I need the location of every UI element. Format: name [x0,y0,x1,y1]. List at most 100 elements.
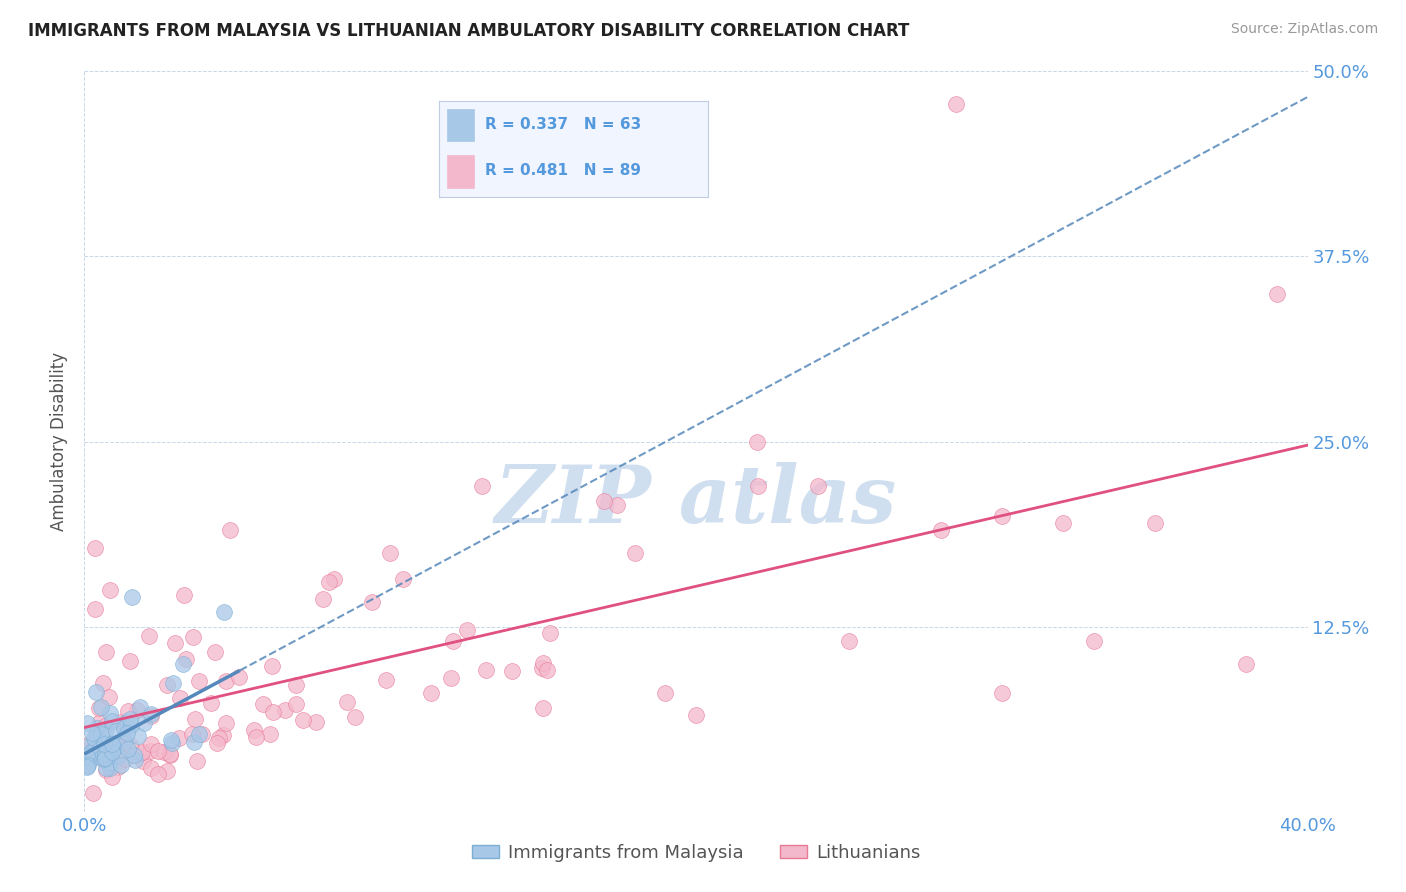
Point [929,524,952,538]
Point [76,750,98,764]
Point [471,479,494,493]
Point [76,738,98,752]
Point [121,590,143,604]
Point [129,747,152,761]
Point [502,664,524,678]
Point [159,747,181,762]
Text: ZIP atlas: ZIP atlas [495,462,897,540]
Point [124,753,146,767]
Point [117,742,139,756]
Point [152,745,174,759]
Point [94,750,117,764]
Point [392,572,415,586]
Point [183,735,205,749]
Point [89,701,111,715]
Point [120,718,142,732]
Point [82,743,104,757]
Point [191,726,214,740]
Point [187,726,209,740]
Point [262,705,284,719]
Point [94,763,117,777]
Point [101,736,124,750]
Point [991,508,1014,523]
Text: IMMIGRANTS FROM MALAYSIA VS LITHUANIAN AMBULATORY DISABILITY CORRELATION CHART: IMMIGRANTS FROM MALAYSIA VS LITHUANIAN A… [28,22,910,40]
Point [122,747,145,762]
Point [76,760,98,774]
Point [100,714,122,728]
Point [98,706,121,721]
Point [93,747,115,762]
Point [132,755,155,769]
Point [89,715,111,730]
Point [174,652,197,666]
Point [114,752,136,766]
Point [127,730,149,744]
Point [291,713,314,727]
Point [218,523,240,537]
Point [132,716,155,731]
Point [243,723,266,737]
Point [838,634,860,648]
Point [131,745,153,759]
Point [98,756,121,770]
Point [200,696,222,710]
Point [90,727,112,741]
Point [112,736,135,750]
Point [156,678,179,692]
Point [204,645,226,659]
Point [79,745,101,759]
Point [207,736,229,750]
Point [83,731,105,745]
Point [654,686,676,700]
Point [945,97,967,112]
Point [138,744,160,758]
Point [167,731,190,745]
Point [80,725,103,739]
Point [531,660,554,674]
Point [181,630,204,644]
Point [1052,516,1074,530]
Point [90,751,112,765]
Point [77,742,100,756]
Point [93,752,115,766]
Point [107,748,129,763]
Point [91,675,114,690]
Point [96,747,118,762]
Point [87,746,110,760]
Point [593,493,616,508]
Point [361,595,384,609]
Point [139,761,162,775]
Point [685,708,707,723]
Point [82,747,104,762]
Y-axis label: Ambulatory Disability: Ambulatory Disability [51,352,69,531]
Point [138,629,160,643]
Text: Source: ZipAtlas.com: Source: ZipAtlas.com [1230,22,1378,37]
Point [420,685,443,699]
Point [380,546,402,560]
Point [181,727,204,741]
Point [183,712,205,726]
Point [159,747,181,761]
Point [343,709,366,723]
Point [90,700,112,714]
Point [82,786,104,800]
Point [117,704,139,718]
Point [536,663,558,677]
Point [172,657,194,671]
Point [215,715,238,730]
Point [188,674,211,689]
Point [77,758,100,772]
Point [531,701,554,715]
Point [84,728,107,742]
Point [91,735,114,749]
Point [76,740,98,755]
Point [186,754,208,768]
Point [160,733,183,747]
Point [101,770,124,784]
Point [440,672,463,686]
Point [139,706,162,721]
Point [104,724,127,739]
Point [110,758,132,772]
Point [127,703,149,717]
Point [807,479,830,493]
